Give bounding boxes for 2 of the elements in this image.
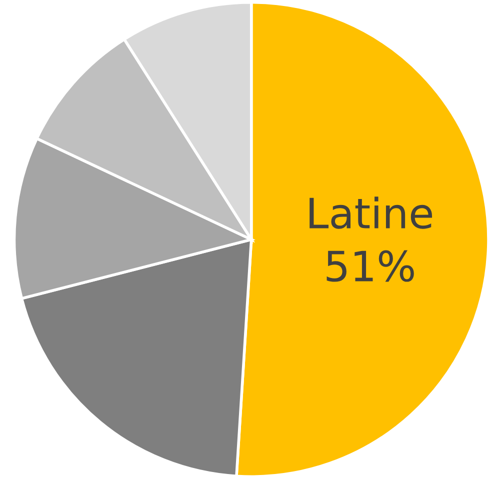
data-label: 51% [326, 250, 414, 282]
slice-label: Latine [310, 196, 432, 229]
